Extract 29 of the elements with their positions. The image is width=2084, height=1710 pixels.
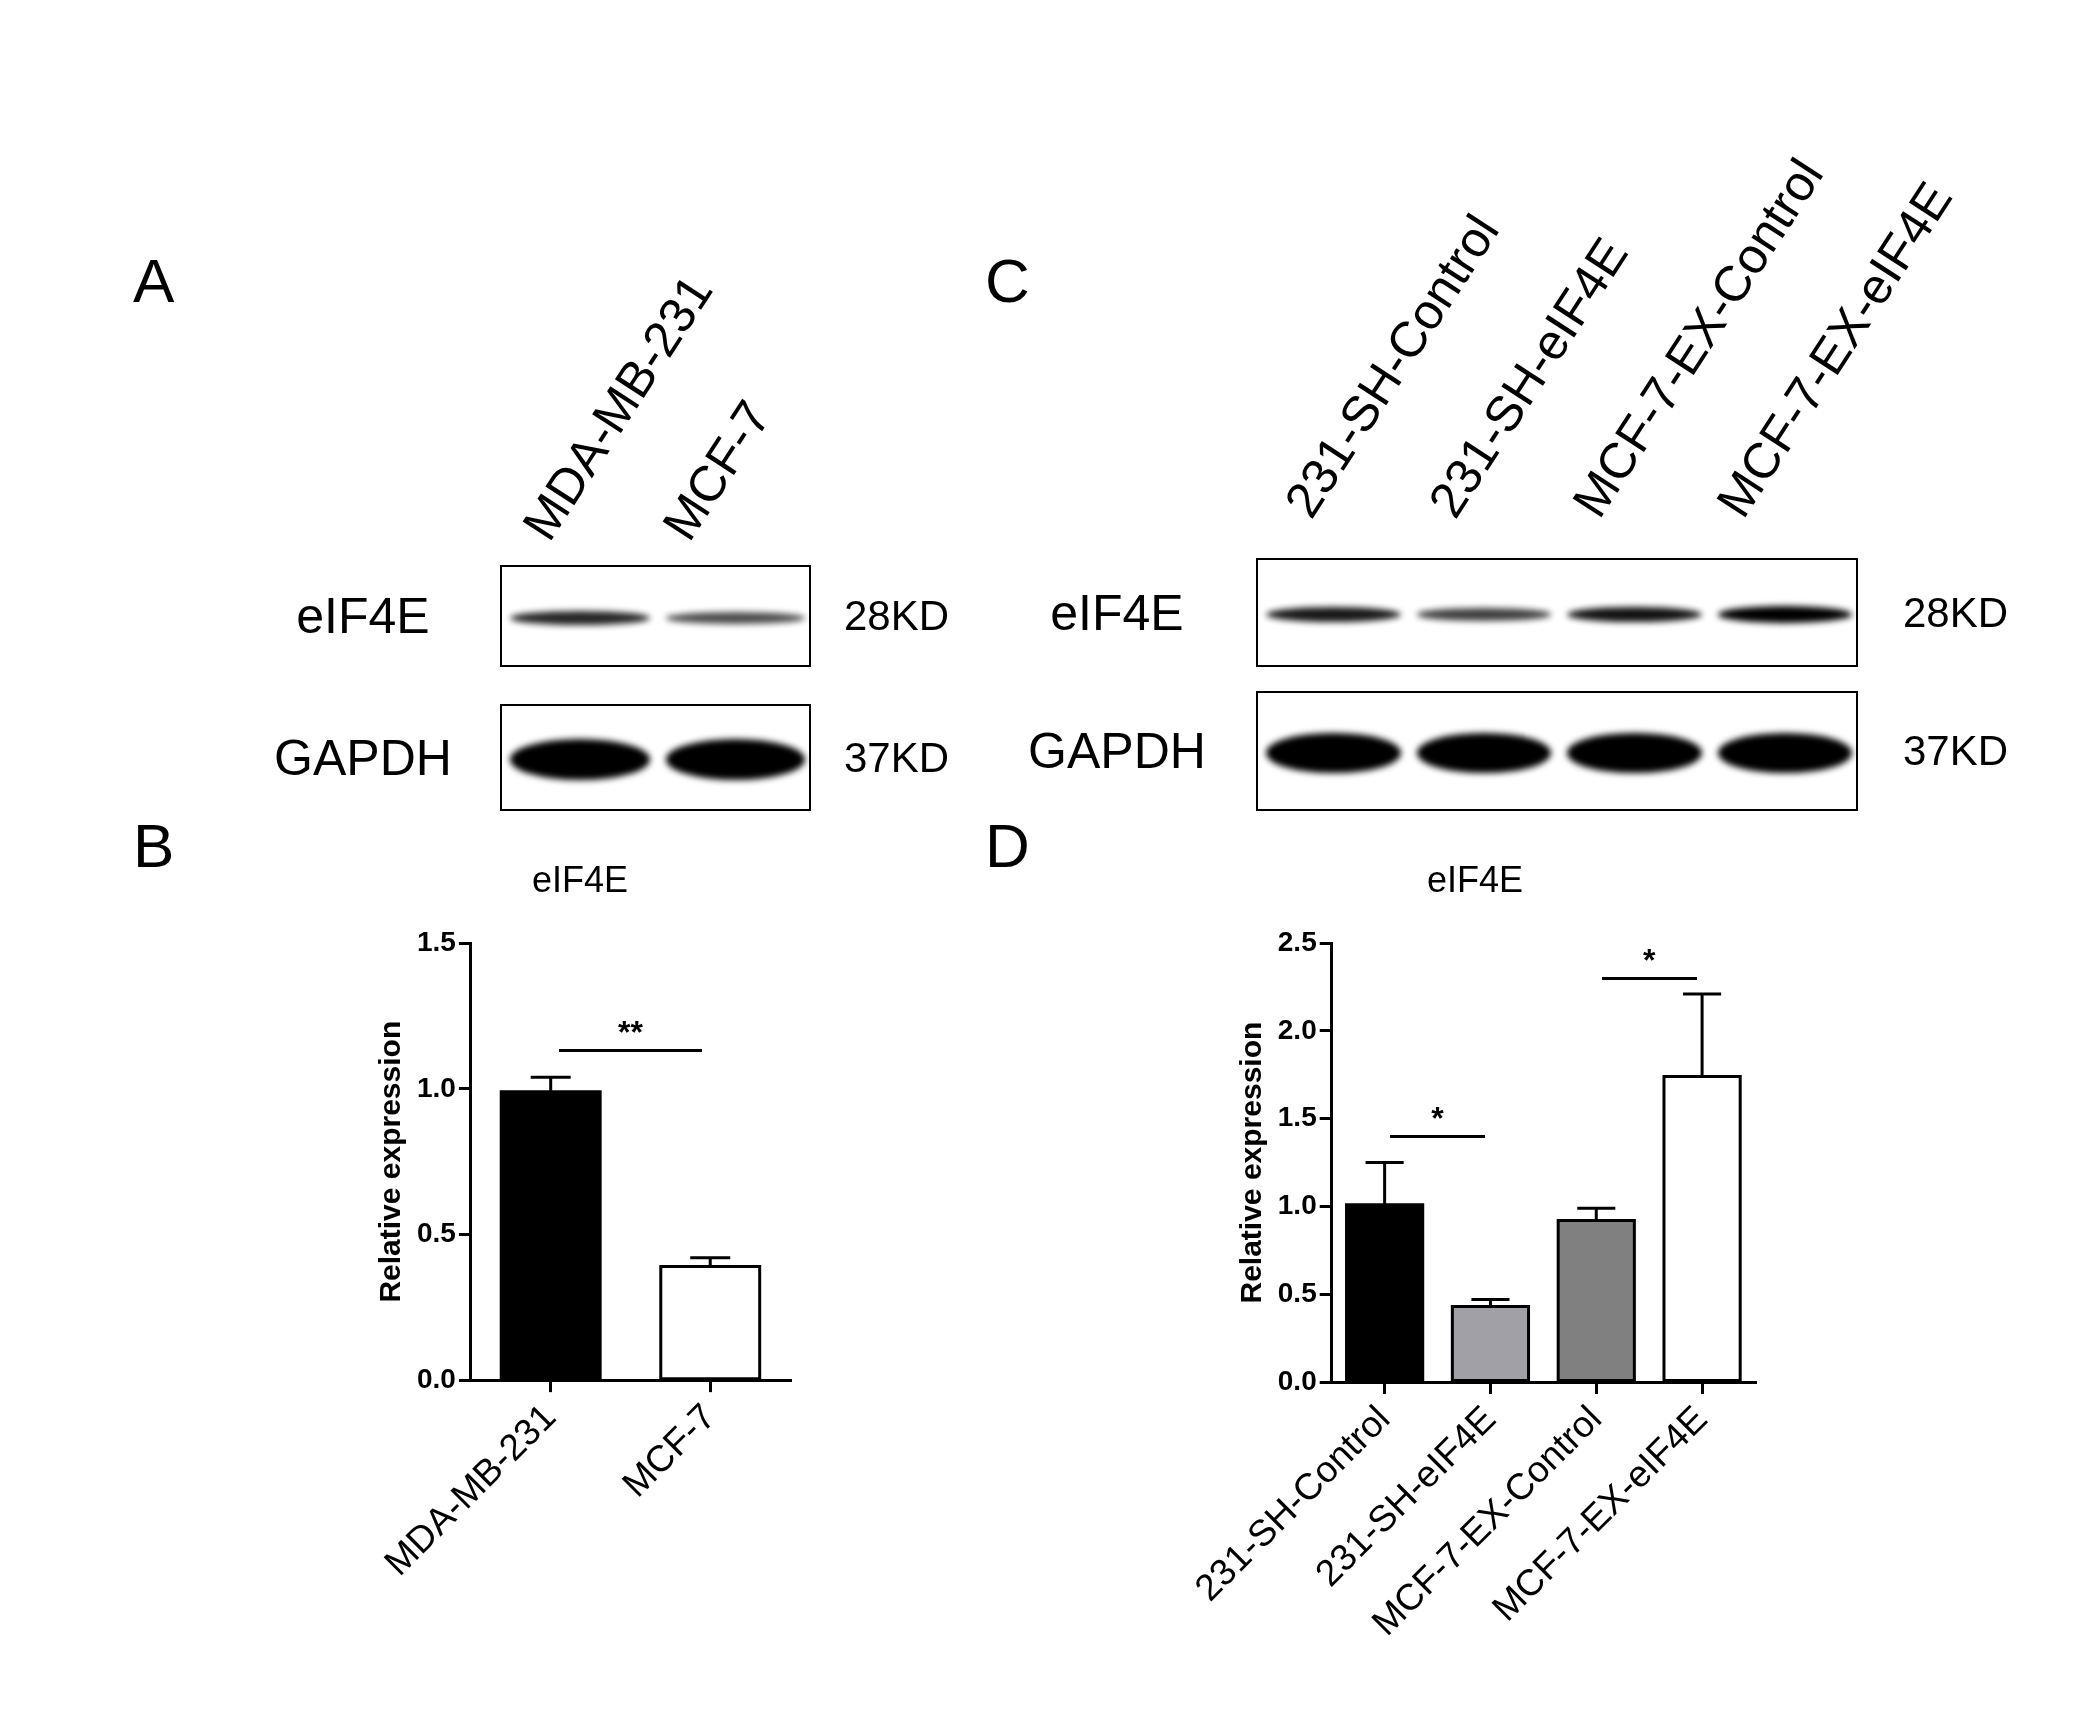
annotation: * bbox=[1642, 942, 1656, 979]
y-tick-label: 2.0 bbox=[1277, 1013, 1317, 1045]
y-tick-label: 1.0 bbox=[1277, 1189, 1317, 1221]
y-tick-label: 1.5 bbox=[416, 925, 456, 957]
annotation: * bbox=[1431, 1100, 1444, 1137]
text: B bbox=[133, 811, 175, 880]
category-label: eIF4E bbox=[1050, 584, 1184, 641]
y-tick-label: 0.0 bbox=[1277, 1364, 1317, 1396]
annotation: ** bbox=[618, 1014, 643, 1051]
text: D bbox=[985, 811, 1030, 880]
y-tick-label: 1.5 bbox=[1277, 1101, 1317, 1133]
y-tick-label: 0.5 bbox=[416, 1217, 456, 1249]
y-tick-label: 1.0 bbox=[416, 1071, 456, 1103]
y-tick-label: 0.0 bbox=[416, 1362, 456, 1394]
category-label: 28KD bbox=[1903, 588, 2009, 636]
y-axis-title: Relative expression bbox=[1234, 1021, 1268, 1304]
chart-title: eIF4E bbox=[531, 858, 629, 900]
y-tick-label: 2.5 bbox=[1277, 925, 1317, 957]
chart-title: eIF4E bbox=[1426, 858, 1524, 900]
category-label: 37KD bbox=[844, 733, 950, 781]
y-tick-label: 0.5 bbox=[1277, 1276, 1317, 1308]
text: A bbox=[133, 246, 175, 315]
text: C bbox=[985, 246, 1030, 315]
category-label: GAPDH bbox=[274, 729, 452, 786]
y-axis-title: Relative expression bbox=[373, 1020, 407, 1303]
category-label: 37KD bbox=[1903, 727, 2009, 774]
category-label: GAPDH bbox=[1028, 723, 1206, 779]
category-label: 28KD bbox=[844, 592, 950, 639]
category-label: eIF4E bbox=[296, 588, 430, 644]
